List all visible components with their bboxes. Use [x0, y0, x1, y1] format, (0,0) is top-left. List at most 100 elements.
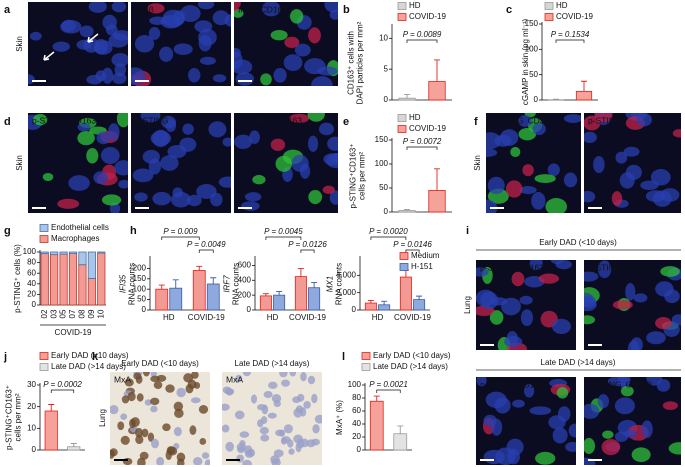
bar — [575, 90, 593, 101]
cell — [29, 31, 42, 41]
cell — [79, 25, 94, 38]
panel-label: f — [474, 116, 478, 128]
cell — [668, 442, 681, 455]
x-tick-label: 03 — [49, 309, 58, 318]
legend-swatch — [39, 224, 49, 232]
cell — [196, 184, 217, 199]
x-tick-label: 09 — [87, 309, 96, 318]
y-tick-label: 10 — [379, 33, 388, 42]
cell — [239, 440, 246, 447]
legend-swatch — [361, 352, 371, 360]
bar — [67, 446, 81, 451]
cell — [153, 381, 163, 390]
cell — [111, 52, 128, 67]
bar — [68, 253, 78, 306]
cell — [225, 441, 234, 452]
y-tick-label: 50 — [137, 295, 146, 304]
bar — [68, 251, 78, 254]
bar — [399, 276, 412, 311]
image-label: p-STING — [588, 379, 622, 389]
cell — [251, 394, 258, 404]
cell — [615, 151, 628, 164]
scale-bar — [588, 207, 602, 209]
bar — [50, 254, 59, 306]
y-axis-label: DAPI particles per mm² — [356, 21, 365, 104]
y-tick-label: 150 — [375, 135, 389, 144]
micrograph — [476, 377, 576, 465]
cell — [529, 260, 543, 271]
cell — [287, 439, 294, 448]
cell — [631, 447, 651, 463]
cell — [135, 427, 143, 438]
legend-label: Endothelial cells — [51, 223, 109, 232]
bar — [97, 251, 106, 254]
cell — [111, 72, 127, 84]
cell — [289, 372, 297, 377]
cell — [68, 175, 90, 191]
side-label: Skin — [15, 36, 24, 52]
y-tick-label: 30 — [27, 380, 36, 389]
image-label: p-STING — [588, 115, 622, 125]
cell — [198, 405, 209, 414]
cell — [130, 417, 140, 428]
p-value: P = 0.0002 — [43, 380, 82, 389]
cell — [627, 340, 640, 350]
cell — [295, 405, 304, 414]
micrograph — [234, 113, 338, 213]
cell — [176, 387, 186, 398]
bar — [364, 302, 377, 311]
panel-label: e — [343, 116, 349, 128]
cell — [239, 431, 250, 438]
cell — [322, 185, 335, 195]
panel-label: d — [4, 116, 11, 128]
significance-bracket — [50, 389, 75, 393]
y-axis-label: IRF7 — [223, 275, 232, 293]
cell — [147, 3, 165, 14]
cell — [620, 385, 634, 397]
cell — [114, 160, 128, 176]
cell — [108, 123, 120, 141]
y-axis-label: cells per mm² — [14, 393, 23, 441]
bar — [78, 251, 87, 266]
cell — [132, 168, 154, 183]
cell — [487, 176, 505, 195]
cell — [61, 19, 76, 32]
cell — [197, 2, 215, 10]
cell — [504, 335, 523, 348]
cell — [120, 413, 128, 421]
cell — [510, 146, 521, 158]
cell — [118, 179, 128, 189]
micrograph — [584, 377, 681, 465]
legend-swatch — [39, 363, 49, 371]
cell — [110, 449, 115, 459]
legend-swatch — [39, 235, 49, 243]
significance-bracket — [161, 236, 200, 240]
cell — [646, 331, 666, 345]
scale-bar — [588, 344, 602, 346]
cell — [318, 122, 335, 136]
p-value: P = 0.0089 — [403, 30, 442, 39]
error-bar — [210, 277, 217, 284]
cell — [486, 199, 498, 213]
cell — [111, 2, 127, 13]
scale-bar — [135, 80, 149, 82]
micrograph — [476, 260, 576, 350]
bar — [398, 210, 416, 213]
panel-label: j — [3, 351, 7, 363]
panel-label: h — [130, 225, 137, 237]
cell — [182, 123, 194, 135]
micrograph — [222, 372, 322, 465]
cell — [139, 451, 149, 460]
x-tick-label: HD — [163, 313, 175, 322]
cell — [308, 27, 321, 44]
legend-label: HD — [409, 113, 421, 122]
cell — [199, 438, 207, 445]
cell — [308, 189, 323, 205]
cell — [188, 68, 201, 83]
significance-bracket — [300, 249, 315, 253]
cell — [176, 452, 186, 462]
cell — [329, 9, 338, 20]
cell — [300, 372, 307, 382]
image-label: MxA — [226, 374, 243, 384]
x-tick-label: COVID-19 — [188, 313, 225, 322]
